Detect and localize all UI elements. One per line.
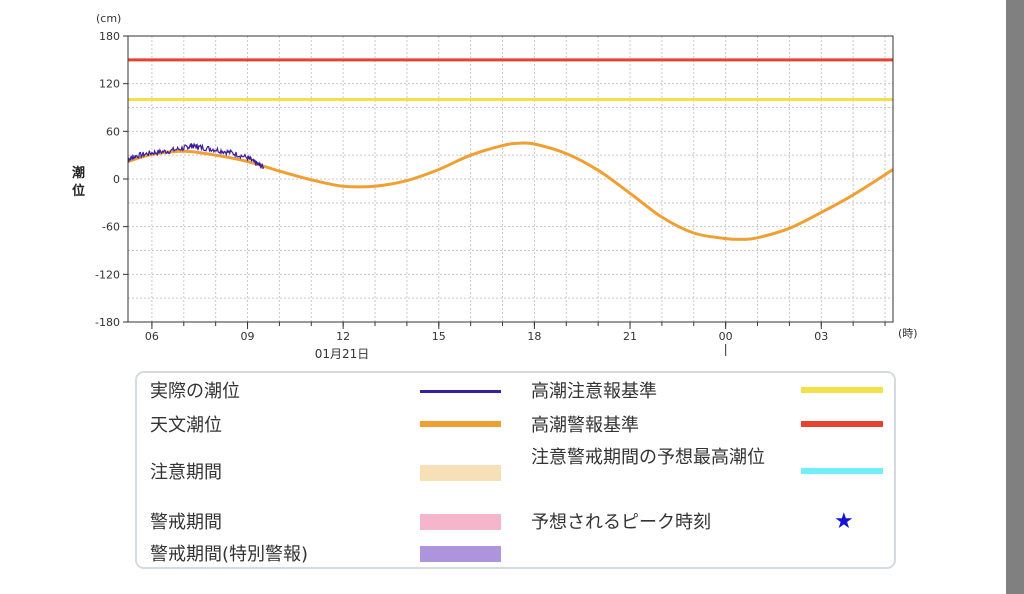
y-axis-label-char-1: 潮 <box>72 165 85 181</box>
legend-warning-period-label: 警戒期間 <box>150 512 222 533</box>
legend-special-period-label: 警戒期間(特別警報) <box>150 544 309 565</box>
legend-warning-std-label: 高潮警報基準 <box>531 415 639 436</box>
plot-frame <box>127 35 894 323</box>
y-tick-label: 120 <box>99 78 120 91</box>
legend-caution-period-label: 注意期間 <box>150 462 222 483</box>
x-tick-label: 00 <box>719 330 733 343</box>
x-tick-label: 06 <box>145 330 159 343</box>
legend-astronomical-swatch <box>420 421 501 427</box>
reference-lines <box>128 58 893 102</box>
legend-forecast-max-swatch <box>801 468 883 474</box>
date-label: 01月21日 <box>315 347 370 361</box>
y-tick-label: -60 <box>102 221 120 234</box>
scrollbar[interactable] <box>1006 0 1024 594</box>
legend-special-period-swatch <box>420 546 501 562</box>
y-tick-label: 0 <box>113 173 120 186</box>
legend-caution-std-label: 高潮注意報基準 <box>531 381 657 402</box>
legend-forecast-max-label: 注意警戒期間の予想最高潮位 <box>531 447 765 468</box>
legend-actual-label: 実際の潮位 <box>150 381 240 402</box>
legend-warning-period-swatch <box>420 514 501 530</box>
legend-caution-period-swatch <box>420 465 501 481</box>
axes: -180 -120 -60 0 60 120 180 06 09 12 15 18 21 00 03 <box>95 30 886 356</box>
series-actual-line <box>127 143 265 169</box>
legend-warning-std-swatch <box>801 421 883 427</box>
legend-peak-time-label: 予想されるピーク時刻 <box>531 512 711 533</box>
x-tick-label: 03 <box>814 330 828 343</box>
x-tick-label: 18 <box>527 330 541 343</box>
y-tick-label: 180 <box>99 30 120 43</box>
x-axis-unit: (時) <box>898 327 918 340</box>
x-tick-label: 21 <box>623 330 637 343</box>
legend: 実際の潮位 天文潮位 注意期間 警戒期間 警戒期間(特別警報) 高潮注意報基準 … <box>135 371 896 569</box>
x-tick-label: 15 <box>432 330 446 343</box>
grid <box>128 36 893 322</box>
series-lines <box>127 141 894 241</box>
x-tick-label: 12 <box>336 330 350 343</box>
y-tick-label: -180 <box>95 316 120 329</box>
star-icon: ★ <box>834 509 854 534</box>
x-tick-label: 09 <box>241 330 255 343</box>
y-axis-unit: (cm) <box>96 12 121 25</box>
y-axis-label-char-2: 位 <box>72 183 85 199</box>
legend-astronomical-label: 天文潮位 <box>150 415 222 436</box>
tide-chart: -180 -120 -60 0 60 120 180 06 09 12 15 18 21 00 03 (cm… <box>72 12 918 361</box>
legend-actual-swatch <box>420 390 501 393</box>
y-tick-label: 60 <box>106 125 120 138</box>
y-tick-label: -120 <box>95 268 120 281</box>
legend-caution-std-swatch <box>801 387 883 393</box>
